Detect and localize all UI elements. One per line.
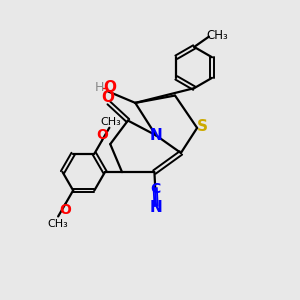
Text: O: O [60,202,71,217]
Text: H: H [94,81,104,94]
Text: S: S [197,119,208,134]
Text: N: N [150,128,163,143]
Text: C: C [150,182,160,196]
Text: O: O [96,128,108,142]
Text: O: O [104,80,117,95]
Text: CH₃: CH₃ [207,29,229,42]
Text: N: N [150,200,163,215]
Text: CH₃: CH₃ [48,219,68,229]
Text: CH₃: CH₃ [100,117,121,127]
Text: O: O [101,90,114,105]
